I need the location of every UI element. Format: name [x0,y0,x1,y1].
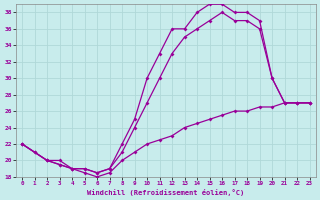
X-axis label: Windchill (Refroidissement éolien,°C): Windchill (Refroidissement éolien,°C) [87,189,244,196]
